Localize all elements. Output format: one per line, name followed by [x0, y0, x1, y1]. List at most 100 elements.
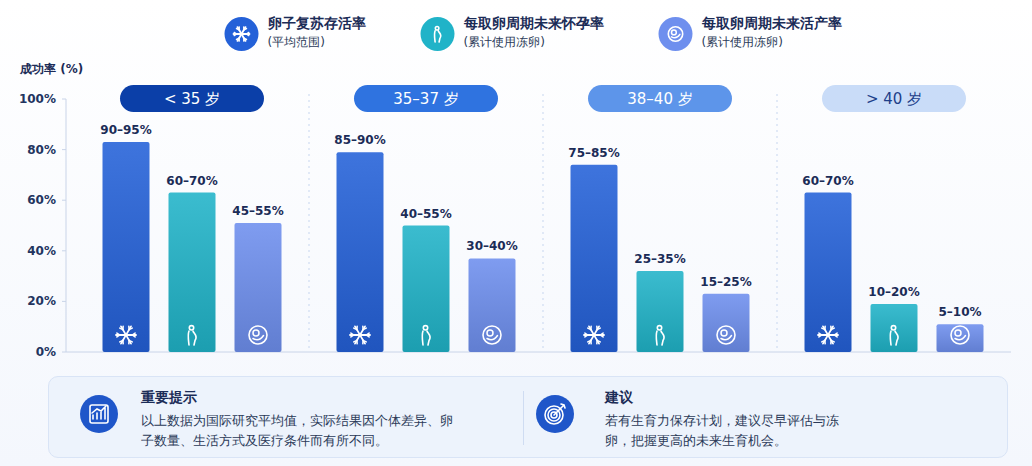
icon-part [597, 340, 600, 342]
bar [235, 223, 282, 352]
data-label: 90–95% [100, 123, 151, 137]
icon-part [355, 326, 365, 343]
icon-part [188, 331, 196, 345]
icon-part [120, 328, 123, 330]
icon-part [132, 333, 135, 335]
bar [937, 324, 984, 352]
legend-swatch [421, 17, 455, 51]
icon-part [356, 340, 358, 343]
icon-part [121, 326, 131, 343]
category-label: 35–37 岁 [393, 90, 458, 108]
data-labels: 90–95%85–90%75–85%60–70%60–70%40–55%25–3… [100, 123, 981, 319]
icon-part [236, 28, 239, 29]
icon-part [487, 336, 498, 340]
icon-part [585, 335, 588, 337]
note-card: 重要提示以上数据为国际研究平均值，实际结果因个体差异、卵子数量、生活方式及医疗条… [79, 377, 519, 457]
bar [571, 165, 618, 352]
icon-part [656, 331, 664, 345]
icon-part [668, 27, 682, 41]
data-label: 10–20% [868, 285, 919, 299]
legend-item: 每取卵周期未来活产率(累计使用冻卵) [659, 15, 842, 51]
note-icon-bg [80, 395, 118, 433]
icon-part [834, 333, 837, 335]
data-label: 60–70% [166, 174, 217, 188]
note-text: 若有生育力保存计划，建议尽早评估与冻卵，把握更高的未来生育机会。 [605, 411, 861, 451]
icon-part [721, 330, 727, 336]
bar [169, 193, 216, 352]
data-label: 5–10% [938, 305, 981, 319]
bar [103, 142, 150, 352]
icon-part [422, 331, 430, 345]
icon-part [92, 406, 106, 419]
data-label: 60–70% [802, 174, 853, 188]
icon-part [672, 34, 680, 37]
note-card: 建议若有生育力保存计划，建议尽早评估与冻卵，把握更高的未来生育机会。 [535, 377, 975, 457]
icon-part [891, 326, 895, 330]
icon-part [717, 326, 735, 344]
data-label: 45–55% [232, 204, 283, 218]
legend-label: 每取卵周期未来活产率 [701, 15, 842, 31]
y-tick-label: 40% [27, 244, 56, 258]
icon-part [354, 328, 357, 330]
icon-part [890, 331, 898, 345]
icon-part [128, 326, 130, 329]
legend-label: 卵子复苏存活率 [267, 15, 366, 31]
icon-part [253, 336, 264, 340]
data-label: 40–55% [400, 207, 451, 221]
bar [871, 304, 918, 352]
y-tick [62, 149, 66, 150]
icon-part [363, 340, 366, 342]
note-title: 重要提示 [141, 389, 197, 407]
note-text: 以上数据为国际研究平均值，实际结果因个体差异、卵子数量、生活方式及医疗条件而有所… [141, 411, 463, 451]
note-icon [79, 394, 119, 434]
icon-part [434, 31, 440, 42]
data-label: 25–35% [634, 252, 685, 266]
y-tick [62, 200, 66, 201]
y-tick-label: 80% [27, 143, 56, 157]
group-divider [309, 94, 310, 352]
legend-sublabel: (累计使用冻卵) [464, 35, 545, 49]
note-icon-bg [536, 395, 574, 433]
y-axis-line [66, 99, 67, 352]
data-label: 15–25% [700, 275, 751, 289]
icon-part [600, 333, 603, 335]
note-title: 建议 [605, 389, 633, 407]
icon-part [590, 340, 592, 343]
y-tick [62, 352, 66, 353]
icon-part [831, 340, 834, 342]
legend-swatch [659, 17, 693, 51]
icon-part [483, 326, 501, 344]
category-label: > 40 岁 [866, 90, 922, 108]
category-pill [120, 85, 264, 112]
y-tick [62, 250, 66, 251]
icon-part [243, 27, 245, 30]
legend-item: 每取卵周期未来怀孕率(累计使用冻卵) [421, 15, 604, 51]
icon-part [554, 404, 565, 415]
icon-part [362, 326, 364, 329]
bar [469, 258, 516, 352]
icon-part [90, 405, 108, 423]
category-pill [822, 85, 966, 112]
icon-part [819, 335, 822, 337]
icon-part [435, 26, 439, 30]
y-tick [62, 301, 66, 302]
bars [103, 142, 984, 352]
icon-part [366, 333, 369, 335]
legend-item: 卵子复苏存活率(平均范围) [225, 15, 366, 51]
icon-part [824, 340, 826, 343]
icon-part [589, 326, 599, 343]
icon-part [596, 326, 598, 329]
category-pill [354, 85, 498, 112]
icon-part [122, 340, 124, 343]
icon-part [657, 326, 661, 330]
group-divider [777, 94, 778, 352]
group-divider [543, 94, 544, 352]
category-pill [588, 85, 732, 112]
data-label: 85–90% [334, 133, 385, 147]
icon-part [129, 340, 132, 342]
icon-part [238, 38, 240, 41]
note-divider [523, 391, 524, 445]
icon-part [117, 335, 120, 337]
bar [805, 193, 852, 352]
icon-part [253, 330, 259, 336]
